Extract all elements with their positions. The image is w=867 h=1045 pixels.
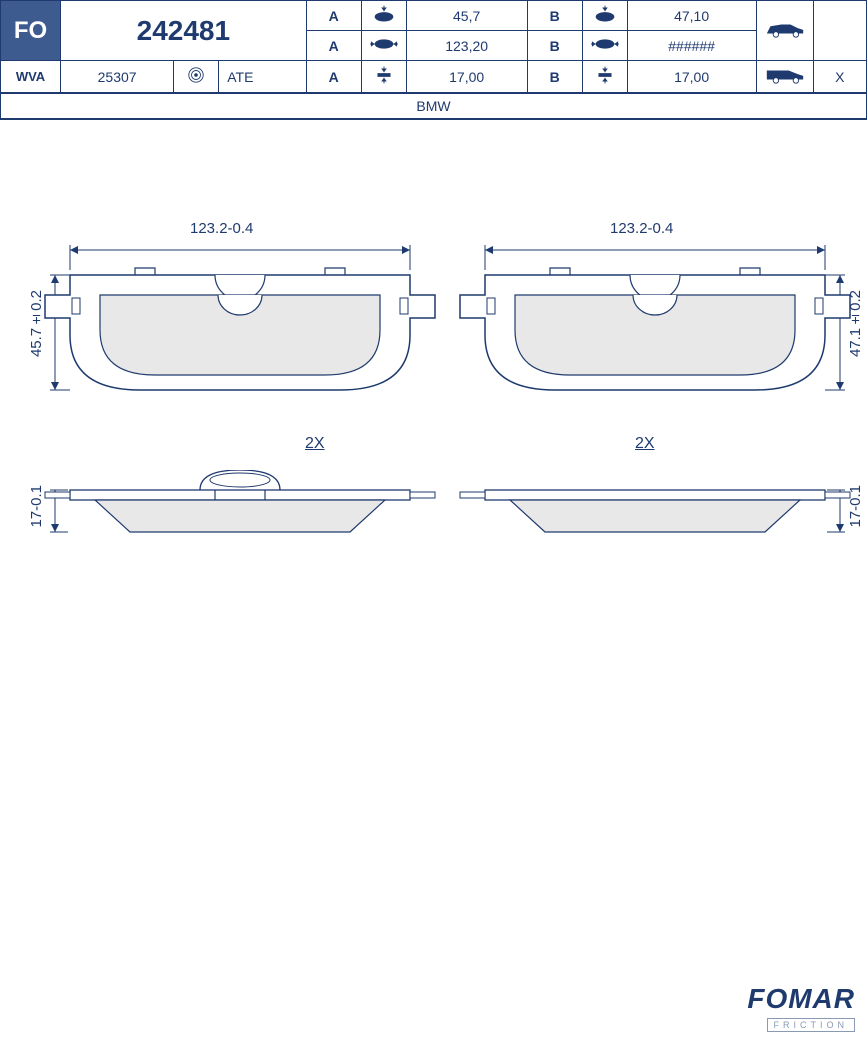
spec-a-label-0: A	[306, 1, 361, 31]
part-number-cell: 242481	[61, 1, 307, 61]
wva-value: 25307	[61, 61, 174, 94]
thickness-icon	[582, 61, 627, 94]
spec-a-label-1: A	[306, 31, 361, 61]
height-icon	[582, 1, 627, 31]
wva-label: WVA	[1, 61, 61, 94]
left-height-dim: 45.7±0.2	[28, 290, 45, 357]
right-width-dim: 123.2-0.4	[610, 220, 673, 237]
system-cell: ATE	[219, 61, 306, 94]
spec-a-val-2: 17,00	[406, 61, 527, 94]
spec-b-label-0: B	[527, 1, 582, 31]
width-icon	[361, 31, 406, 61]
thickness-icon	[361, 61, 406, 94]
left-pad-face	[40, 240, 440, 403]
logo-sub: FRICTION	[767, 1018, 856, 1032]
disc-icon	[174, 61, 219, 94]
right-pad-face	[455, 240, 855, 403]
left-thick-dim: 17-0.1	[28, 485, 45, 528]
spec-a-val-0: 45,7	[406, 1, 527, 31]
left-qty: 2X	[305, 435, 325, 453]
right-qty: 2X	[635, 435, 655, 453]
spec-b-val-1: ######	[627, 31, 756, 61]
footer-logo: FOMAR FRICTION	[747, 983, 855, 1033]
technical-diagram: 123.2-0.4 45.7±0.2 123.2-0.4 47.1±0.2 2X	[0, 210, 867, 640]
logo-brand: FOMAR	[747, 983, 855, 1015]
x-mark: X	[813, 61, 866, 94]
prefix-cell: FO	[1, 1, 61, 61]
spec-b-label-1: B	[527, 31, 582, 61]
width-icon	[582, 31, 627, 61]
spec-b-val-0: 47,10	[627, 1, 756, 31]
left-pad-side	[40, 470, 440, 563]
left-width-dim: 123.2-0.4	[190, 220, 253, 237]
spec-a-label-2: A	[306, 61, 361, 94]
spec-b-val-2: 17,00	[627, 61, 756, 94]
height-icon	[361, 1, 406, 31]
spec-a-val-1: 123,20	[406, 31, 527, 61]
van-icon	[756, 61, 813, 94]
right-thick-dim: 17-0.1	[847, 485, 864, 528]
spec-header-table: FO 242481 A 45,7 B 47,10 A 123,20 B ####…	[0, 0, 867, 120]
brand-row: BMW	[1, 93, 867, 119]
right-pad-side	[455, 470, 855, 563]
right-height-dim: 47.1±0.2	[847, 290, 864, 357]
spec-b-label-2: B	[527, 61, 582, 94]
car-icon	[756, 1, 813, 61]
car-mark-empty	[813, 1, 866, 61]
